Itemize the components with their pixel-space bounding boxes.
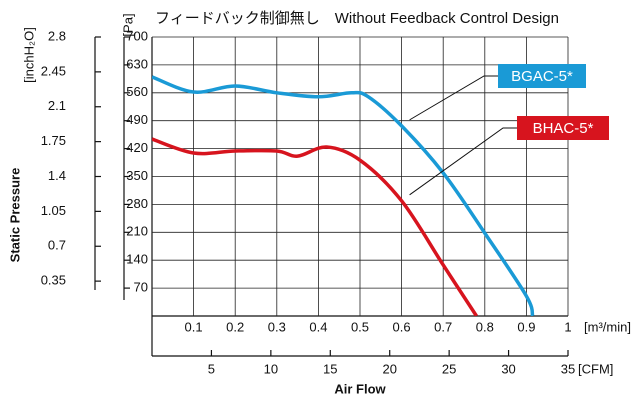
y2-tick-label: 2.45 [41, 63, 66, 78]
x2-tick-label: 5 [208, 361, 215, 376]
y2-tick-label: 2.8 [48, 28, 66, 43]
legend-box [517, 116, 609, 140]
legend-label: BHAC-5* [533, 120, 594, 137]
x-axis-label: Air Flow [334, 381, 386, 396]
x-tick-label: 0.3 [268, 319, 286, 334]
y-tick-label: 350 [126, 168, 148, 183]
y-tick-label: 210 [126, 224, 148, 239]
x2-tick-label: 30 [501, 361, 515, 376]
y-tick-label: 630 [126, 56, 148, 71]
x2-tick-label: 10 [264, 361, 278, 376]
y2-tick-label: 2.1 [48, 98, 66, 113]
x-tick-label: 0.1 [185, 319, 203, 334]
y-tick-label: 280 [126, 196, 148, 211]
y2-unit: [inchH₂O] [21, 27, 36, 83]
legend-box [498, 64, 586, 88]
y2-tick-label: 1.75 [41, 133, 66, 148]
x-tick-label: 0.6 [393, 319, 411, 334]
y-axis-label: Static Pressure [7, 168, 22, 263]
legend-label: BGAC-5* [511, 68, 573, 85]
y-tick-label: 700 [126, 28, 148, 43]
x-tick-label: 0.2 [226, 319, 244, 334]
y2-tick-label: 1.05 [41, 203, 66, 218]
y2-tick-label: 1.4 [48, 168, 66, 183]
x2-unit: [CFM] [578, 361, 613, 376]
y-tick-label: 420 [126, 140, 148, 155]
x-tick-label: 0.4 [309, 319, 327, 334]
x-tick-label: 1 [564, 319, 571, 334]
x2-tick-label: 20 [382, 361, 396, 376]
y2-tick-label: 0.35 [41, 273, 66, 288]
y-tick-label: 70 [134, 280, 148, 295]
x-tick-label: 0.9 [517, 319, 535, 334]
x-tick-label: 0.5 [351, 319, 369, 334]
chart-title: フィードバック制御無し Without Feedback Control Des… [155, 10, 559, 27]
x-tick-label: 0.7 [434, 319, 452, 334]
y-unit: [Pa] [120, 13, 135, 36]
series-line [152, 137, 478, 316]
y2-tick-label: 0.7 [48, 238, 66, 253]
leader-line [409, 127, 517, 196]
y-tick-label: 560 [126, 84, 148, 99]
x-tick-label: 0.8 [476, 319, 494, 334]
leader-line [409, 75, 498, 121]
y-tick-label: 490 [126, 112, 148, 127]
series-line [152, 75, 535, 316]
y-tick-label: 140 [126, 252, 148, 267]
x2-tick-label: 15 [323, 361, 337, 376]
x2-tick-label: 25 [442, 361, 456, 376]
x2-tick-label: 35 [561, 361, 575, 376]
x-unit: [m³/min] [584, 319, 631, 334]
